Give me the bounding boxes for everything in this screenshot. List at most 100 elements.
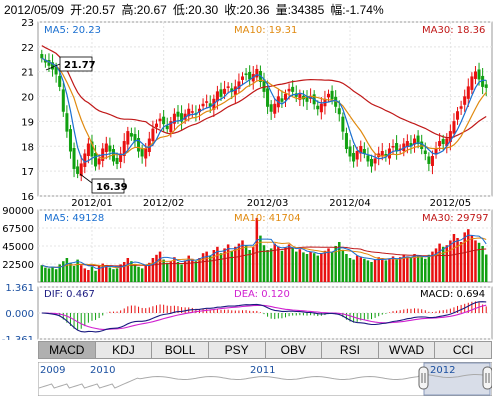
tab-boll[interactable]: BOLL — [152, 342, 209, 358]
price-y-axis: 23 22 21 20 19 18 17 16 — [21, 18, 34, 203]
volume-bar — [295, 251, 298, 282]
volume-bar — [205, 251, 208, 282]
quote-open: 开:20.57 — [70, 3, 116, 17]
candle-body — [144, 148, 148, 159]
volume-bar — [320, 253, 323, 282]
volume-bar — [355, 255, 359, 282]
volume-bar — [341, 250, 345, 282]
candle — [466, 78, 470, 108]
candle-body — [79, 163, 83, 176]
volume-bar — [377, 257, 380, 282]
volume-ma5-line — [41, 234, 487, 269]
candle — [151, 120, 155, 147]
candle-body — [94, 152, 98, 167]
candle — [366, 147, 370, 167]
volume-bar — [198, 258, 201, 282]
volume-bar — [83, 268, 87, 282]
volume-bar — [431, 251, 434, 282]
volume-bar — [424, 258, 427, 282]
price-y-tick: 22 — [21, 43, 34, 54]
volume-bar — [212, 250, 216, 282]
candle — [416, 130, 420, 149]
candle — [244, 67, 248, 81]
price-y-tick: 18 — [21, 142, 34, 153]
volume-bar — [183, 260, 187, 282]
volume-bar — [398, 257, 402, 282]
timeline-navigator[interactable]: 2009 2010 2011 2012 — [38, 362, 492, 396]
candle — [441, 134, 445, 151]
candle — [463, 89, 467, 112]
price-y-tick: 17 — [21, 167, 34, 178]
candle — [158, 113, 162, 129]
candle — [219, 82, 223, 102]
candle-body — [470, 76, 474, 90]
candle — [187, 103, 191, 122]
tab-macd[interactable]: MACD — [39, 342, 96, 358]
volume-bar — [416, 255, 420, 282]
tab-psy[interactable]: PSY — [208, 342, 266, 358]
navigator-selected-range[interactable] — [423, 362, 491, 396]
price-grid — [38, 21, 492, 197]
candle-body — [459, 106, 463, 109]
candle-body — [165, 125, 169, 130]
candle-body — [291, 86, 295, 92]
price-ma5-label: MA5: 20.23 — [44, 25, 101, 36]
candle — [129, 127, 133, 141]
volume-bar — [194, 261, 198, 282]
price-ma10-label: MA10: 19.31 — [234, 25, 297, 36]
volume-bar — [363, 258, 366, 282]
candle — [337, 100, 341, 122]
price-y-tick: 20 — [21, 93, 34, 104]
volume-bar — [370, 262, 373, 282]
candle-body — [438, 141, 442, 147]
candle — [126, 126, 130, 153]
candle — [86, 138, 90, 164]
navigator-label-2010: 2010 — [90, 365, 115, 376]
navigator-left-handle[interactable] — [418, 366, 429, 390]
volume-ma30-line — [41, 246, 487, 268]
navigator-right-handle[interactable] — [482, 366, 492, 390]
volume-bar — [316, 255, 320, 282]
quote-low: 低:20.30 — [172, 3, 219, 17]
quote-high: 高:20.67 — [121, 3, 167, 17]
candle-body — [430, 155, 434, 166]
candle-body — [344, 133, 348, 150]
volume-bar — [51, 266, 54, 282]
quote-date: 2012/05/09 — [4, 3, 65, 17]
candle-body — [108, 145, 112, 152]
volume-bar — [338, 242, 341, 282]
volume-bar — [122, 262, 126, 282]
price-x-tick: 2012/04 — [329, 198, 371, 209]
volume-bar — [40, 265, 44, 282]
candle-body — [327, 93, 331, 98]
candle-body — [481, 75, 485, 87]
tab-obv[interactable]: OBV — [265, 342, 323, 358]
ma5-line — [41, 57, 487, 163]
tab-cci[interactable]: CCI — [435, 342, 491, 358]
candle-body — [441, 139, 445, 145]
candle-body — [477, 69, 481, 80]
macd-y-tick: 0.000 — [5, 309, 34, 320]
candle-body — [240, 76, 245, 80]
price-y-tick: 23 — [21, 18, 34, 29]
volume-ma10-line — [41, 237, 487, 269]
volume-y-tick: 90000 — [2, 206, 34, 217]
volume-bar — [467, 229, 470, 282]
candle-body — [104, 143, 108, 153]
volume-bar — [277, 246, 280, 282]
navigator-price-line — [38, 374, 492, 389]
candle — [370, 154, 374, 173]
price-x-tick: 2012/05 — [430, 198, 472, 209]
volume-bar — [312, 253, 316, 282]
tab-wvad[interactable]: WVAD — [378, 342, 436, 358]
volume-bar — [381, 258, 384, 282]
macd-histogram — [44, 301, 487, 330]
tab-kdj[interactable]: KDJ — [95, 342, 153, 358]
indicator-tabs: MACD KDJ BOLL PSY OBV RSI WVAD CCI — [38, 341, 492, 359]
volume-bar — [305, 254, 309, 282]
volume-bar — [187, 255, 190, 282]
candle-body — [355, 151, 359, 160]
tab-rsi[interactable]: RSI — [322, 342, 379, 358]
price-panel[interactable] — [37, 21, 493, 197]
